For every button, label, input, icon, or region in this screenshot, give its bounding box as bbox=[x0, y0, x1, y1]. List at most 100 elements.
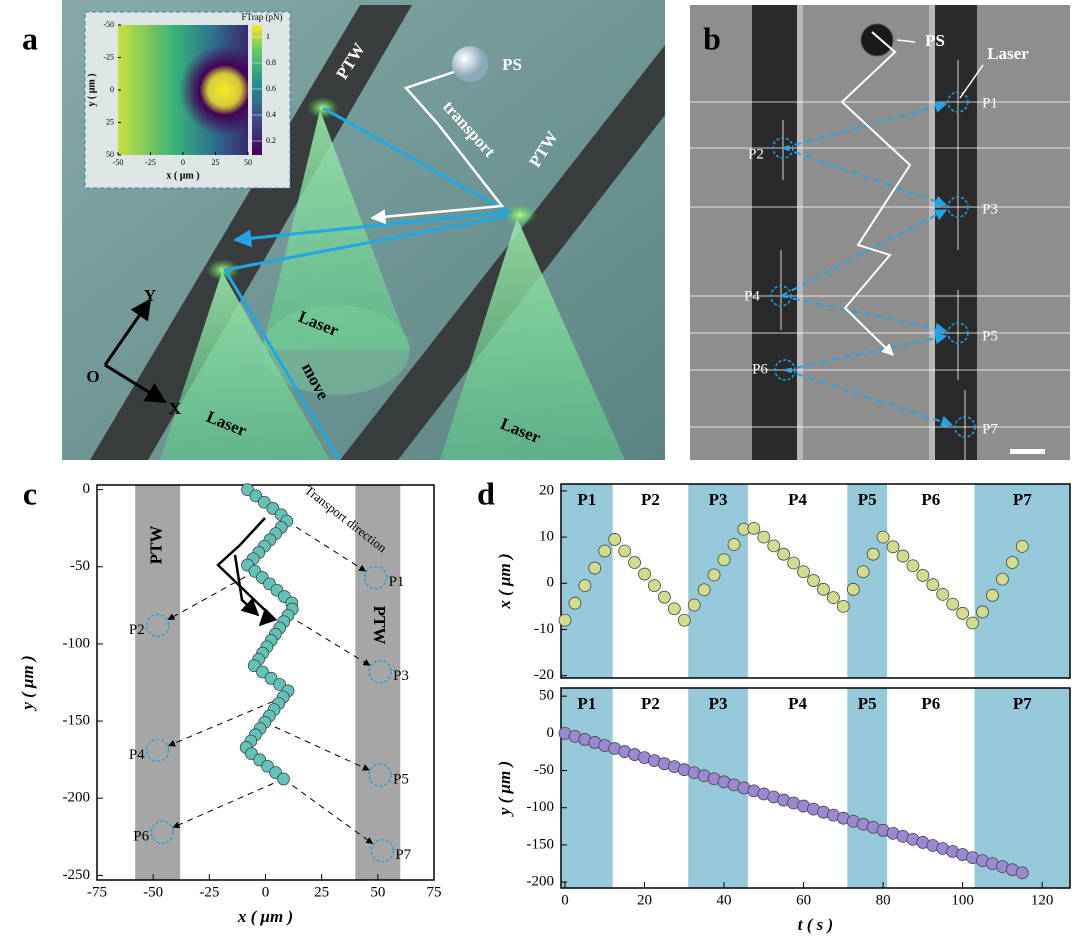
band bbox=[974, 484, 1070, 678]
data-point bbox=[568, 596, 582, 610]
data-point bbox=[1015, 539, 1029, 553]
inset-y-label: y ( μm ) bbox=[86, 73, 97, 106]
x-tick-label: 80 bbox=[876, 892, 891, 908]
x-tick-label: 120 bbox=[1031, 892, 1054, 908]
marker-label: P2 bbox=[129, 622, 145, 638]
guide-arrow bbox=[168, 696, 284, 747]
panel-b-label: PS bbox=[925, 31, 945, 50]
colorbar-label: FTrap (pN) bbox=[242, 12, 283, 22]
marker-label: P7 bbox=[395, 847, 411, 863]
data-point bbox=[906, 559, 920, 573]
marker-ring bbox=[370, 838, 395, 863]
inset-y-tick: 0 bbox=[110, 85, 114, 94]
band-label: P6 bbox=[921, 694, 940, 713]
data-point bbox=[757, 530, 771, 544]
data-point bbox=[876, 530, 890, 544]
x-tick-label: -75 bbox=[87, 884, 107, 900]
data-point bbox=[657, 590, 671, 604]
data-point bbox=[797, 565, 810, 579]
inset-x-tick: -50 bbox=[113, 158, 124, 167]
panel-a-label: Y bbox=[144, 286, 156, 305]
marker-ring bbox=[368, 659, 392, 684]
data-point bbox=[588, 561, 602, 575]
transport-arrow bbox=[233, 554, 260, 617]
band-label: P2 bbox=[641, 490, 660, 509]
data-point bbox=[638, 567, 651, 581]
band bbox=[847, 484, 888, 678]
band-label: PTW bbox=[370, 606, 389, 645]
data-point bbox=[846, 582, 860, 596]
data-point bbox=[916, 569, 930, 582]
x-tick-label: 20 bbox=[637, 892, 652, 908]
plot-frame bbox=[560, 483, 1071, 679]
data-point bbox=[707, 568, 721, 582]
data-point bbox=[277, 772, 290, 786]
band bbox=[561, 688, 613, 888]
guide-arrow bbox=[264, 721, 370, 771]
data-point bbox=[995, 572, 1009, 586]
x-axis-label: x ( μm ) bbox=[237, 907, 293, 926]
data-point bbox=[687, 598, 701, 612]
band bbox=[355, 485, 401, 880]
data-point bbox=[648, 579, 661, 593]
data-point bbox=[866, 547, 880, 561]
data-point bbox=[787, 556, 801, 570]
band-label: P1 bbox=[577, 490, 596, 509]
data-point bbox=[628, 556, 641, 569]
band bbox=[974, 688, 1070, 888]
x-tick-label: 40 bbox=[717, 892, 732, 908]
data-point bbox=[1005, 556, 1019, 569]
data-point bbox=[747, 521, 761, 535]
guide-arrow bbox=[172, 778, 284, 829]
data-point bbox=[986, 588, 999, 602]
guide-arrow bbox=[286, 520, 367, 572]
y-axis-label: x ( μm ) bbox=[495, 553, 514, 609]
data-point bbox=[697, 583, 711, 597]
band-label: P4 bbox=[788, 694, 807, 713]
marker-ring bbox=[145, 738, 170, 763]
data-point bbox=[717, 553, 731, 567]
inset-y-tick: 25 bbox=[106, 117, 114, 126]
inset-y-tick: 50 bbox=[106, 150, 114, 159]
x-tick-label: 50 bbox=[370, 884, 385, 900]
panel-a bbox=[62, 0, 665, 461]
colorbar-tick: 0.6 bbox=[266, 84, 276, 93]
x-tick-label: 0 bbox=[561, 892, 569, 908]
marker-ring bbox=[363, 565, 388, 590]
data-point bbox=[608, 533, 622, 546]
y-tick-label: -100 bbox=[527, 799, 555, 815]
data-point bbox=[578, 579, 592, 593]
band-label: P4 bbox=[788, 490, 807, 509]
band-label: P3 bbox=[709, 694, 728, 713]
panel-b-label: P7 bbox=[982, 421, 998, 437]
band-label: P5 bbox=[858, 490, 877, 509]
band-label: PTW bbox=[147, 526, 166, 565]
inset-y-tick: -25 bbox=[103, 52, 114, 61]
data-point bbox=[817, 582, 830, 596]
band-label: P5 bbox=[858, 694, 877, 713]
panel-a-label: O bbox=[86, 367, 99, 386]
marker-label: P5 bbox=[393, 772, 409, 788]
data-point bbox=[936, 587, 950, 601]
y-tick-label: -150 bbox=[63, 713, 91, 729]
y-tick-label: -200 bbox=[527, 873, 555, 889]
data-point bbox=[976, 605, 989, 619]
y-tick-label: -20 bbox=[534, 667, 554, 683]
x-tick-label: -50 bbox=[143, 884, 163, 900]
data-point bbox=[896, 549, 910, 563]
panel-b-label: P4 bbox=[744, 288, 760, 304]
inset-y-tick: -50 bbox=[103, 20, 114, 29]
marker-label: P3 bbox=[393, 668, 409, 684]
guide-arrow bbox=[283, 778, 374, 845]
y-tick-label: 0 bbox=[547, 725, 555, 741]
data-point bbox=[946, 597, 960, 611]
y-tick-label: -150 bbox=[527, 836, 555, 852]
x-tick-label: 100 bbox=[951, 892, 974, 908]
guide-arrow bbox=[167, 570, 256, 621]
inset-x-label: x ( μm ) bbox=[166, 170, 199, 181]
panel-label: a bbox=[22, 20, 38, 56]
x-tick-label: 60 bbox=[796, 892, 811, 908]
data-point bbox=[886, 540, 900, 554]
band bbox=[847, 688, 888, 888]
inset-x-tick: 50 bbox=[244, 158, 252, 167]
